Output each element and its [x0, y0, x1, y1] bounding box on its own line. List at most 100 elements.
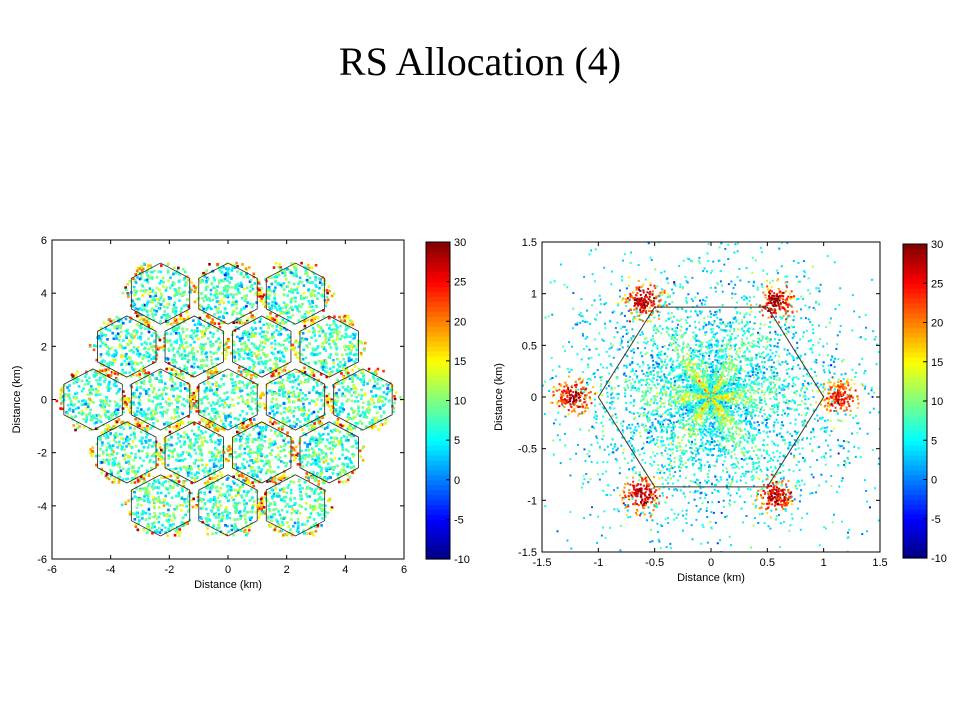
left-data-point	[116, 446, 119, 449]
left-data-point	[270, 307, 273, 311]
left-data-point	[168, 371, 171, 375]
left-data-point	[95, 454, 98, 458]
left-data-point	[140, 464, 144, 468]
left-data-point	[132, 346, 136, 349]
left-data-point	[125, 336, 128, 340]
left-cell-outline	[299, 421, 359, 484]
left-data-point	[216, 394, 219, 397]
left-data-point	[358, 449, 362, 453]
left-data-point	[240, 389, 244, 392]
left-data-point	[321, 394, 325, 397]
left-data-point	[283, 391, 287, 394]
left-data-point	[256, 438, 259, 442]
left-data-point	[125, 477, 128, 481]
left-data-point	[317, 513, 321, 517]
left-data-point	[313, 453, 316, 457]
left-data-point	[252, 373, 255, 377]
left-data-point	[173, 409, 176, 412]
left-data-point	[308, 276, 312, 280]
left-data-point	[172, 425, 175, 429]
left-data-point	[169, 332, 173, 336]
left-data-point	[66, 412, 69, 415]
left-data-point	[84, 375, 87, 379]
left-data-point	[320, 471, 324, 474]
left-data-point	[325, 341, 328, 344]
left-data-point	[273, 347, 277, 351]
left-data-point	[104, 413, 107, 417]
left-data-point	[213, 393, 217, 396]
left-data-point	[195, 434, 198, 438]
left-data-point	[113, 462, 116, 466]
left-data-point	[166, 421, 170, 424]
left-data-point	[265, 334, 268, 338]
left-data-point	[226, 511, 229, 514]
left-data-point	[199, 281, 202, 284]
left-data-point	[152, 421, 155, 425]
left-data-point	[219, 486, 223, 490]
left-data-point	[301, 397, 304, 400]
left-data-point	[292, 448, 295, 451]
left-data-point	[131, 439, 135, 443]
left-data-point	[214, 357, 218, 361]
left-data-point	[376, 411, 379, 415]
left-data-point	[197, 464, 200, 468]
left-data-point	[360, 341, 364, 345]
left-data-point	[256, 504, 260, 507]
left-data-point	[212, 525, 215, 529]
left-data-point	[259, 433, 263, 437]
left-data-point	[100, 363, 103, 367]
left-data-point	[257, 509, 260, 513]
left-data-point	[342, 380, 345, 383]
left-data-point	[216, 264, 219, 268]
left-data-point	[286, 392, 290, 395]
left-data-point	[340, 372, 343, 375]
left-data-point	[181, 421, 185, 424]
left-data-point	[373, 384, 376, 388]
left-data-point	[111, 444, 115, 447]
left-data-point	[296, 309, 299, 312]
left-data-point	[149, 412, 153, 415]
left-data-point	[170, 377, 174, 381]
left-data-point	[183, 404, 186, 408]
left-data-point	[97, 413, 100, 417]
left-data-point	[99, 420, 103, 424]
left-data-point	[224, 414, 227, 418]
left-data-point	[189, 392, 193, 395]
left-data-point	[250, 351, 253, 354]
left-data-point	[191, 358, 195, 361]
left-data-point	[332, 358, 335, 362]
left-data-point	[212, 352, 216, 355]
left-data-point	[242, 357, 245, 360]
left-data-point	[221, 516, 224, 519]
left-data-point	[294, 267, 298, 270]
left-data-point	[245, 412, 249, 415]
left-data-point	[293, 420, 296, 424]
left-data-point	[273, 288, 277, 292]
left-data-point	[104, 373, 108, 376]
left-data-point	[286, 434, 289, 438]
left-data-point	[200, 330, 203, 333]
left-cell-outline	[130, 368, 191, 431]
left-data-point	[83, 403, 86, 406]
left-data-point	[251, 369, 254, 373]
left-data-point	[178, 528, 181, 531]
left-data-point	[351, 426, 355, 430]
left-data-point	[225, 397, 229, 401]
left-data-point	[192, 366, 196, 369]
left-data-point	[318, 394, 321, 398]
left-data-point	[166, 322, 170, 326]
left-data-point	[98, 393, 102, 396]
left-data-point	[203, 417, 207, 421]
left-data-point	[213, 322, 217, 325]
left-data-point	[135, 386, 139, 389]
left-data-point	[266, 468, 270, 472]
left-data-point	[113, 460, 116, 463]
left-data-point	[263, 335, 266, 338]
left-data-point	[300, 337, 304, 340]
left-data-point	[333, 399, 337, 402]
left-data-point	[326, 400, 329, 404]
left-data-point	[291, 453, 294, 457]
left-data-point	[122, 390, 125, 393]
left-data-point	[329, 332, 333, 335]
left-data-point	[243, 507, 247, 510]
